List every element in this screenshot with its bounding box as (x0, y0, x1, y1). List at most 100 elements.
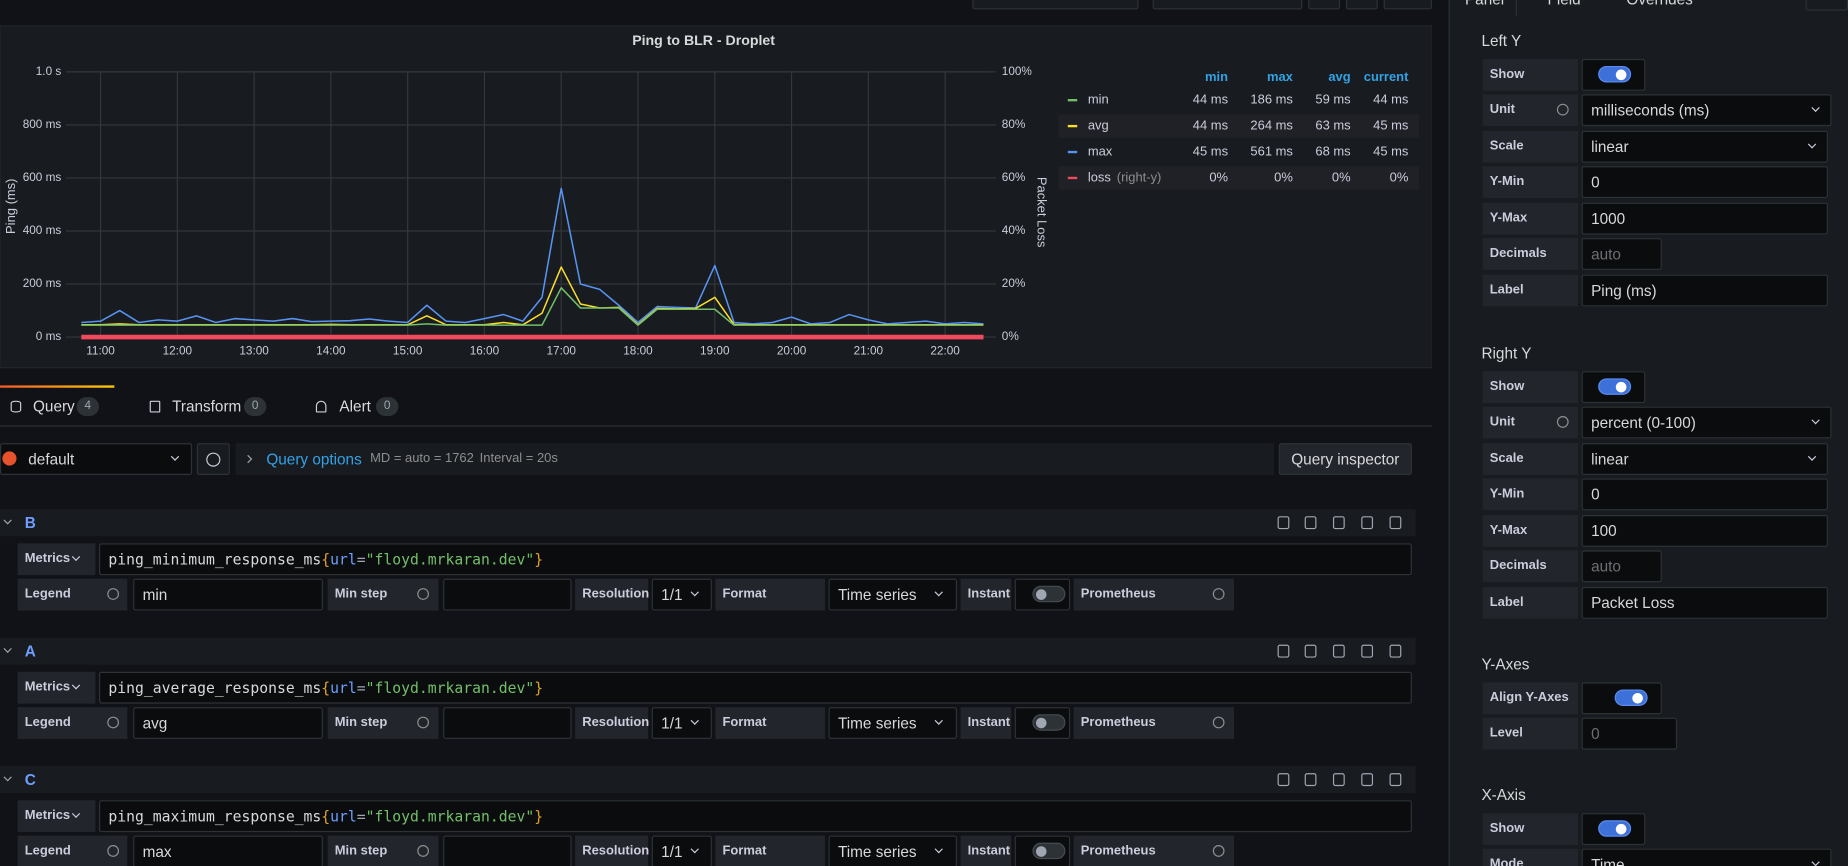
format-select[interactable]: Time series (828, 578, 957, 611)
option-select[interactable]: percent (0-100) (1581, 406, 1832, 439)
tab-count: 0 (243, 397, 267, 417)
format-select[interactable]: Time series (828, 707, 957, 739)
legend-input[interactable]: min (133, 578, 323, 611)
legend-value: 44 ms (1193, 92, 1229, 107)
query-action-icon[interactable] (1277, 516, 1290, 530)
option-input[interactable]: Ping (ms) (1581, 274, 1828, 307)
top-button[interactable] (972, 0, 1139, 10)
options-tab[interactable]: Field (1547, 0, 1580, 9)
legend-input[interactable]: avg (133, 707, 323, 739)
resolution-select[interactable]: 1/1 (651, 835, 712, 866)
option-input-placeholder[interactable]: 0 (1581, 717, 1678, 750)
query-header[interactable] (0, 637, 1416, 665)
options-tab[interactable]: Overrides (1626, 0, 1692, 9)
query-action-icon[interactable] (1304, 644, 1317, 658)
expr-token: url (330, 678, 357, 697)
query-action-icon[interactable] (1361, 516, 1374, 530)
y2-tick-label: 60% (1002, 171, 1026, 184)
expr-token: = (356, 550, 366, 569)
tab-label[interactable]: Transform (172, 397, 242, 415)
info-icon (1212, 845, 1225, 857)
query-action-icon[interactable] (1389, 644, 1402, 658)
min-step-input[interactable] (443, 578, 572, 611)
min-step-input[interactable] (443, 707, 572, 739)
options-tab[interactable]: Panel (1465, 0, 1504, 9)
field-label: Metrics (17, 543, 96, 576)
metrics-input[interactable]: ping_average_response_ms{url="floyd.mrka… (98, 671, 1412, 704)
top-button[interactable] (1152, 0, 1303, 10)
option-input-placeholder[interactable]: auto (1581, 550, 1662, 583)
top-button[interactable] (1345, 0, 1378, 10)
option-input[interactable]: 0 (1581, 478, 1828, 511)
expr-token: { (321, 807, 331, 825)
field-label: Prometheus (1073, 835, 1234, 866)
field-label: Prometheus (1073, 707, 1234, 739)
metrics-input[interactable]: ping_minimum_response_ms{url="floyd.mrka… (98, 543, 1412, 576)
query-ref: A (24, 642, 36, 660)
expr-token: url (330, 550, 357, 569)
x-tick-label: 22:00 (930, 344, 960, 357)
field-label: Format (715, 835, 825, 866)
min-step-input[interactable] (443, 835, 572, 866)
section-title: X-Axis (1481, 786, 1526, 804)
y2-tick-label: 80% (1002, 118, 1026, 131)
y2-tick-label: 100% (1002, 65, 1033, 78)
y-tick-label: 600 ms (23, 171, 62, 184)
top-button[interactable] (1383, 0, 1432, 10)
query-action-icon[interactable] (1304, 773, 1317, 787)
query-action-icon[interactable] (1277, 773, 1290, 787)
options-collapse[interactable] (1805, 0, 1848, 11)
expr-token: ping_maximum_response_ms (108, 807, 322, 825)
query-ref: B (24, 513, 36, 532)
metrics-input[interactable]: ping_maximum_response_ms{url="floyd.mrka… (98, 800, 1412, 833)
option-input-placeholder[interactable]: auto (1581, 238, 1662, 270)
x-tick-label: 15:00 (393, 344, 423, 357)
datasource-name: default (28, 450, 75, 468)
tab-label[interactable]: Query (32, 397, 75, 415)
option-select[interactable]: Time (1581, 848, 1832, 866)
legend-value: 45 ms (1373, 118, 1409, 133)
expr-token: { (321, 550, 331, 569)
top-button[interactable] (1308, 0, 1341, 10)
field-label: Resolution (575, 835, 649, 866)
resolution-select[interactable]: 1/1 (651, 578, 712, 611)
option-select[interactable]: milliseconds (ms) (1581, 94, 1832, 127)
query-action-icon[interactable] (1361, 644, 1374, 658)
option-select[interactable]: linear (1581, 443, 1828, 475)
query-options-bar[interactable] (235, 443, 1275, 475)
info-icon (417, 588, 429, 600)
option-select[interactable]: linear (1581, 130, 1828, 163)
y2-tick-label: 0% (1002, 330, 1020, 343)
query-action-icon[interactable] (1389, 773, 1402, 787)
option-label: Y-Min (1482, 478, 1579, 511)
field-label: Metrics (17, 800, 96, 833)
query-action-icon[interactable] (1277, 644, 1290, 658)
query-header[interactable] (0, 766, 1416, 794)
query-action-icon[interactable] (1389, 516, 1402, 530)
format-select[interactable]: Time series (828, 835, 957, 866)
query-header[interactable] (0, 509, 1416, 537)
toggle-box (1581, 682, 1662, 715)
query-action-icon[interactable] (1361, 773, 1374, 787)
legend-input[interactable]: max (133, 835, 323, 866)
query-action-icon[interactable] (1304, 516, 1317, 530)
option-input[interactable]: 0 (1581, 166, 1828, 198)
query-inspector-button[interactable]: Query inspector (1278, 443, 1412, 475)
info-icon (1212, 716, 1225, 729)
toggle-knob (1035, 589, 1047, 600)
option-input[interactable]: Packet Loss (1581, 586, 1828, 619)
field-label: Format (715, 707, 825, 739)
query-action-icon[interactable] (1332, 644, 1345, 658)
option-input[interactable]: 1000 (1581, 202, 1828, 235)
query-action-icon[interactable] (1332, 773, 1345, 787)
info-icon (1556, 416, 1569, 428)
expr-token: } (534, 678, 544, 697)
option-input[interactable]: 100 (1581, 515, 1828, 547)
query-action-icon[interactable] (1332, 516, 1345, 530)
datasource-select[interactable] (0, 443, 193, 475)
legend-name: min (1088, 92, 1109, 107)
y-tick-label: 800 ms (23, 118, 62, 131)
resolution-select[interactable]: 1/1 (651, 707, 712, 739)
tab-label[interactable]: Alert (339, 397, 371, 415)
x-tick-label: 14:00 (316, 344, 346, 357)
